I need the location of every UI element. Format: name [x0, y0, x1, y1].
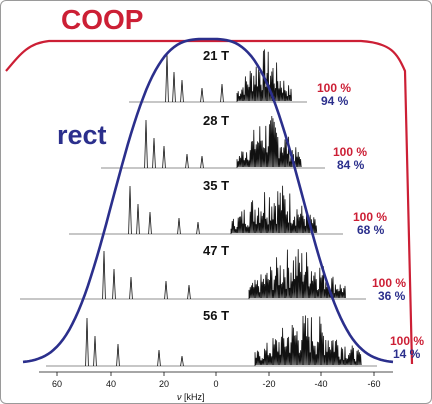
frequency-axis-symbol: ν [177, 392, 182, 402]
axis-tick-label: 40 [106, 379, 116, 389]
frequency-axis-title: ν [kHz] [177, 392, 205, 402]
coop-efficiency-47t: 100 % [372, 276, 406, 290]
axis-tick-label: 20 [159, 379, 169, 389]
spectrum-trace [85, 315, 362, 367]
coop-efficiency-28t: 100 % [333, 145, 367, 159]
coop-efficiency-35t: 100 % [353, 210, 387, 224]
spectrum-trace [144, 115, 302, 169]
coop-label: COOP [61, 4, 143, 35]
rect-efficiency-21t: 94 % [321, 94, 349, 108]
frequency-axis-ticks: 60 40 20 0 -20 -40 -60 [52, 372, 381, 389]
rect-efficiency-56t: 14 % [393, 347, 421, 361]
spectrum-trace [128, 185, 318, 235]
field-label-56t: 56 T [203, 308, 229, 323]
rect-profile-curve [22, 37, 394, 364]
field-label-35t: 35 T [203, 178, 229, 193]
frequency-axis-unit: [kHz] [182, 392, 205, 402]
rect-efficiency-28t: 84 % [337, 158, 365, 172]
axis-tick-label: -20 [262, 379, 275, 389]
axis-tick-label: 0 [213, 379, 218, 389]
axis-tick-label: 60 [52, 379, 62, 389]
field-label-28t: 28 T [203, 113, 229, 128]
coop-profile-curve [5, 39, 414, 365]
field-label-21t: 21 T [203, 48, 229, 63]
coop-efficiency-21t: 100 % [317, 81, 351, 95]
spectrum-baselines [20, 101, 377, 367]
rect-efficiency-35t: 68 % [357, 223, 385, 237]
rect-efficiency-47t: 36 % [378, 289, 406, 303]
spectrum-trace [102, 249, 346, 300]
coop-efficiency-56t: 100 % [390, 334, 424, 348]
axis-tick-label: -60 [367, 379, 380, 389]
axis-tick-label: -40 [314, 379, 327, 389]
rect-label: rect [57, 120, 107, 150]
field-label-47t: 47 T [203, 243, 229, 258]
